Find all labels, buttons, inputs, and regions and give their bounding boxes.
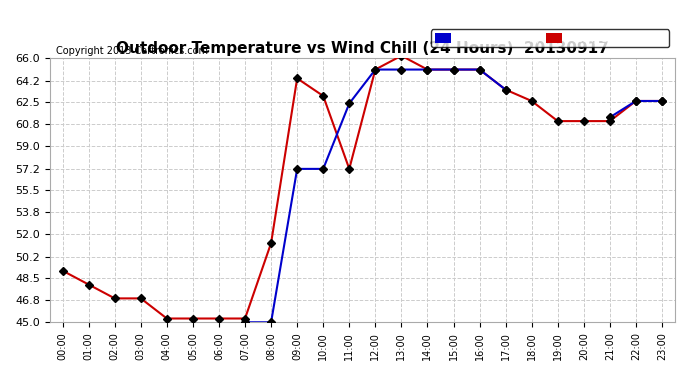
Title: Outdoor Temperature vs Wind Chill (24 Hours)  20130917: Outdoor Temperature vs Wind Chill (24 Ho… <box>116 40 609 56</box>
Text: Copyright 2013 Cartronics.com: Copyright 2013 Cartronics.com <box>56 46 208 56</box>
Legend: Wind Chill (°F), Temperature (°F): Wind Chill (°F), Temperature (°F) <box>431 30 669 47</box>
